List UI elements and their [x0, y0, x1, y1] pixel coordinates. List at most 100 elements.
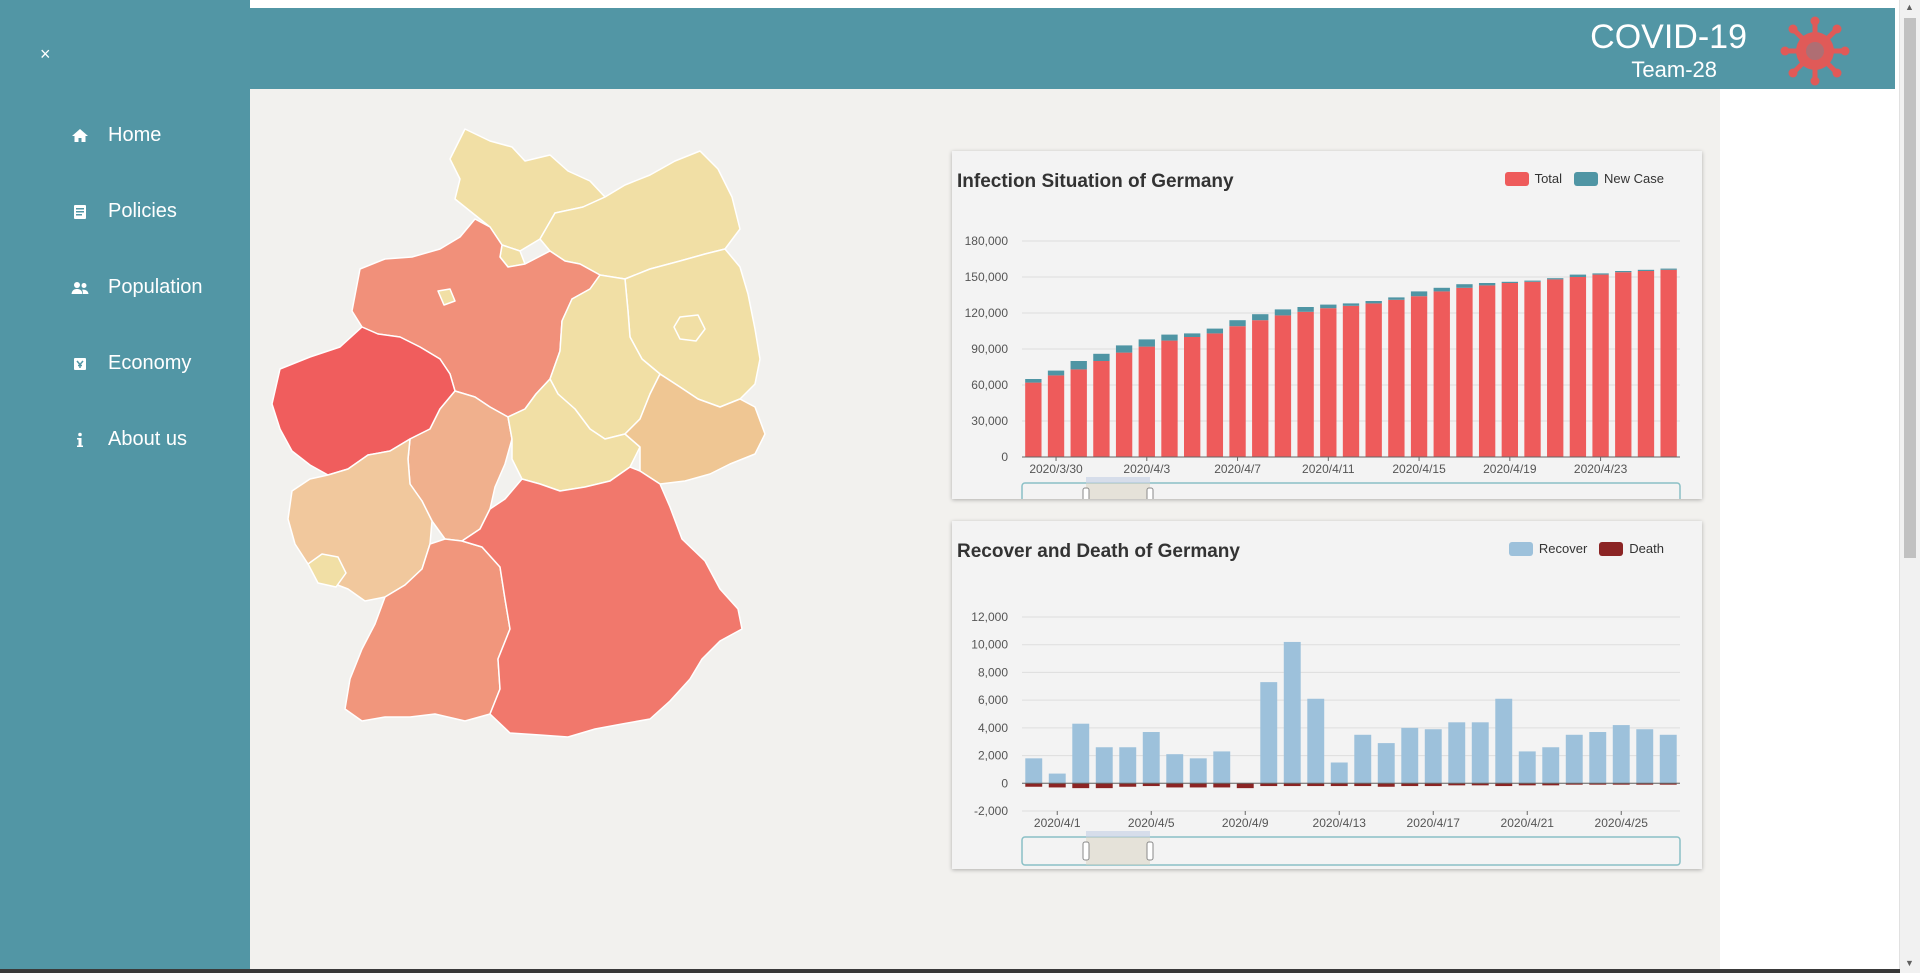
y-tick-label: 0: [1001, 776, 1008, 790]
x-tick-label: 2020/4/5: [1128, 816, 1175, 830]
bar-death: [1589, 783, 1607, 785]
state-berlin[interactable]: [673, 314, 706, 342]
recover-death-chart-panel: Recover and Death of Germany Recover Dea…: [952, 521, 1702, 869]
y-tick-label: 90,000: [971, 342, 1008, 356]
nav-label: Population: [108, 276, 203, 298]
bar-death: [1565, 783, 1583, 785]
bar-death: [1025, 783, 1043, 787]
zoom-slider-window: [1086, 837, 1150, 865]
bar-new-case: [1478, 283, 1496, 286]
y-tick-label: 8,000: [978, 665, 1008, 679]
nav-item-economy[interactable]: Economy: [70, 352, 191, 375]
bar-death: [1659, 783, 1677, 785]
x-tick-label: 2020/4/7: [1214, 462, 1261, 476]
nav-label: Home: [108, 124, 162, 146]
bar-new-case: [1161, 334, 1178, 341]
document-icon: [74, 204, 86, 219]
y-tick-label: 2,000: [978, 749, 1008, 763]
bar-new-case: [1660, 268, 1677, 270]
bar-death: [1401, 783, 1419, 787]
nav-item-home[interactable]: Home: [70, 124, 161, 147]
zoom-slider-track: [1021, 836, 1681, 866]
bar-death: [1189, 783, 1207, 788]
nav-item-about-us[interactable]: About us: [70, 428, 187, 451]
bar-total: [1320, 308, 1337, 457]
scroll-up-arrow-icon[interactable]: ▲: [1905, 2, 1914, 12]
bar-death: [1354, 783, 1372, 787]
bar-total: [1388, 299, 1405, 457]
bar-recover: [1307, 698, 1325, 784]
bar-total: [1093, 361, 1110, 457]
bar-death: [1166, 783, 1184, 788]
legend-item-total[interactable]: Total: [1504, 171, 1562, 186]
x-tick-label: 2020/4/11: [1302, 462, 1355, 476]
zoom-slider-handle: [1082, 487, 1090, 499]
state-bremen[interactable]: [437, 288, 456, 306]
bar-total: [1456, 287, 1473, 457]
chart-title: Recover and Death of Germany: [957, 541, 1240, 562]
bar-total: [1252, 320, 1269, 457]
y-tick-label: 60,000: [971, 378, 1008, 392]
scrollbar-thumb[interactable]: [1904, 18, 1916, 558]
bar-recover: [1659, 734, 1677, 784]
bar-new-case: [1047, 370, 1065, 376]
bar-new-case: [1184, 333, 1201, 337]
header-bar: COVID-19 Team-28: [250, 8, 1895, 89]
state-bayern[interactable]: [461, 466, 743, 738]
x-tick-label: 2020/4/23: [1574, 462, 1628, 476]
bar-death: [1424, 783, 1442, 787]
bar-recover: [1119, 747, 1137, 784]
nav-item-policies[interactable]: Policies: [70, 200, 177, 223]
bar-death: [1495, 783, 1513, 787]
bar-recover: [1260, 682, 1278, 784]
bar-recover: [1283, 641, 1301, 784]
bar-total: [1569, 277, 1587, 457]
bar-total: [1592, 274, 1609, 457]
y-tick-label: 150,000: [965, 270, 1009, 284]
virus-icon: [1780, 16, 1850, 86]
state-saarland[interactable]: [307, 553, 347, 588]
scroll-down-arrow-icon[interactable]: ▼: [1905, 958, 1914, 968]
bar-death: [1542, 783, 1560, 786]
bar-new-case: [1025, 379, 1042, 383]
bar-new-case: [1388, 297, 1405, 300]
bar-death: [1236, 783, 1254, 789]
bar-death: [1072, 783, 1090, 789]
bar-new-case: [1547, 278, 1564, 280]
bar-recover: [1354, 734, 1372, 784]
bar-total: [1115, 352, 1133, 457]
zoom-slider-track: [1021, 482, 1681, 499]
bar-recover: [1448, 722, 1466, 784]
legend-item-new-case[interactable]: New Case: [1574, 171, 1664, 186]
page-scrollbar[interactable]: ▲ ▼: [1899, 0, 1920, 973]
bar-death: [1095, 783, 1113, 789]
bar-total: [1501, 283, 1518, 457]
bar-total: [1547, 279, 1564, 457]
bar-new-case: [1615, 271, 1632, 273]
x-tick-label: 2020/4/19: [1483, 462, 1537, 476]
y-tick-label: 0: [1001, 450, 1008, 464]
legend-item-recover[interactable]: Recover: [1508, 541, 1587, 556]
legend-item-death[interactable]: Death: [1599, 541, 1664, 556]
content-area: Infection Situation of Germany Total New…: [250, 89, 1720, 973]
bar-death: [1612, 783, 1630, 785]
y-tick-label: 180,000: [965, 234, 1009, 248]
bar-recover: [1612, 725, 1630, 784]
bar-total: [1161, 340, 1178, 457]
bar-recover: [1025, 758, 1043, 784]
nav-item-population[interactable]: Population: [70, 276, 203, 299]
bar-new-case: [1138, 339, 1155, 347]
bar-new-case: [1252, 314, 1269, 321]
chart-legend: Total New Case: [1493, 171, 1664, 186]
bar-new-case: [1206, 328, 1224, 334]
brand-title: COVID-19: [1590, 18, 1747, 56]
bar-new-case: [1569, 274, 1587, 277]
bar-total: [1478, 285, 1496, 457]
bar-death: [1471, 783, 1489, 786]
bar-total: [1138, 346, 1155, 457]
bar-new-case: [1320, 304, 1337, 309]
bar-death: [1448, 783, 1466, 786]
close-sidebar-button[interactable]: ×: [40, 44, 51, 64]
legend-label: New Case: [1604, 171, 1664, 186]
bar-total: [1274, 315, 1292, 457]
